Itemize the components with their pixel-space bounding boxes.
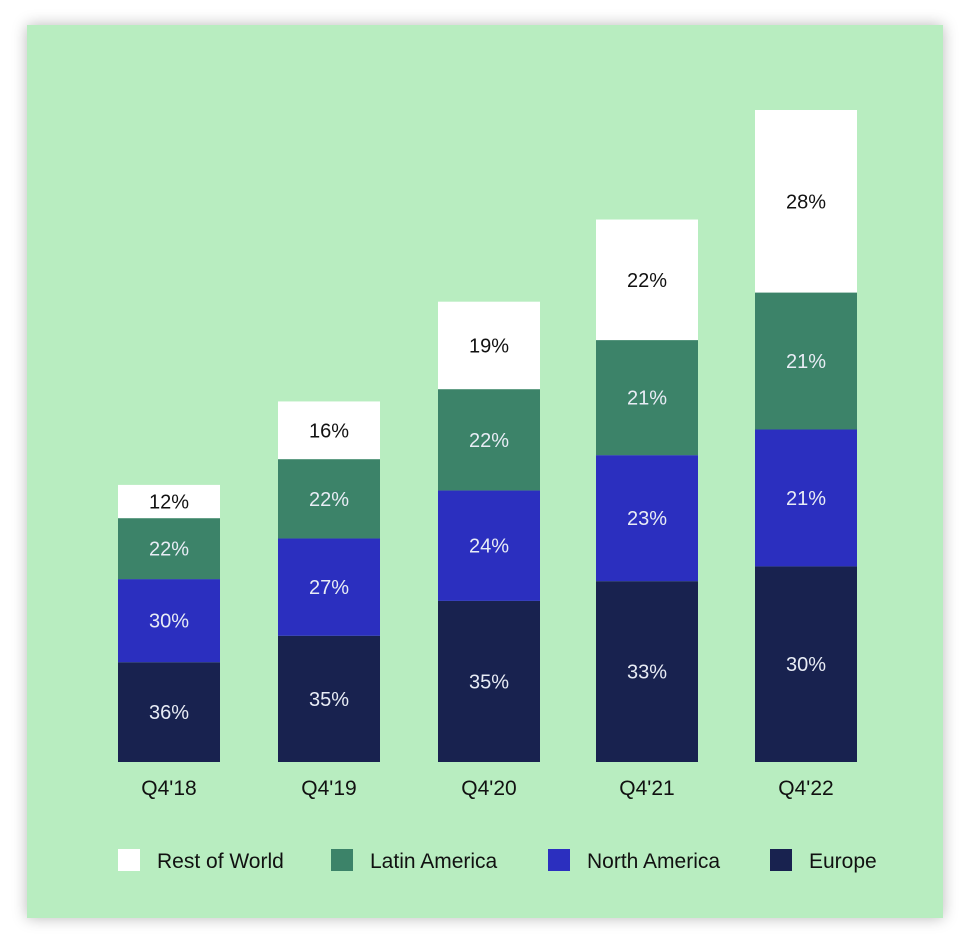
bar-segment-north-america-4 [755,429,857,567]
bar-segment-north-america-1 [278,538,380,636]
data-label-north-america-1: 27% [309,577,349,599]
data-label-north-america-4: 21% [786,488,826,510]
bar-segment-north-america-2 [438,490,540,601]
data-label-rest-of-world-4: 28% [786,191,826,213]
bar-segment-latin-america-0 [118,518,220,580]
legend-label-rest-of-world: Rest of World [157,850,284,873]
data-label-north-america-0: 30% [149,611,189,633]
bar-segment-europe-2 [438,600,540,762]
legend-label-europe: Europe [809,850,877,873]
data-label-north-america-3: 23% [627,508,667,530]
bar-segment-north-america-3 [596,455,698,582]
data-label-latin-america-0: 22% [149,539,189,561]
bar-segment-rest-of-world-4 [755,110,857,293]
legend-swatch-europe [770,849,792,871]
legend-label-north-america: North America [587,850,720,873]
x-axis-ticks: Q4'18 Q4'19 Q4'20 Q4'21 Q4'22 [141,777,833,800]
bar-segment-latin-america-4 [755,292,857,430]
data-label-europe-1: 35% [309,689,349,711]
bar-segment-europe-0 [118,662,220,762]
data-label-latin-america-2: 22% [469,430,509,452]
bar-segment-europe-4 [755,566,857,762]
data-label-europe-2: 35% [469,671,509,693]
bar-segment-europe-3 [596,581,698,762]
bar-segment-rest-of-world-3 [596,219,698,341]
bar-segment-latin-america-1 [278,459,380,539]
bar-segment-latin-america-2 [438,389,540,491]
data-label-rest-of-world-3: 22% [627,270,667,292]
data-label-rest-of-world-2: 19% [469,335,509,357]
bar-segment-latin-america-3 [596,340,698,456]
x-tick-label-2: Q4'20 [461,777,516,800]
data-label-latin-america-3: 21% [627,388,667,410]
legend-swatch-north-america [548,849,570,871]
chart-card: 36% 30% 22% 12% 35% 27% 22% 16% 35% 24% 22% 19% 33% 2… [27,25,943,918]
data-label-north-america-2: 24% [469,536,509,558]
bar-segment-rest-of-world-2 [438,301,540,390]
x-tick-label-1: Q4'19 [301,777,356,800]
legend: Rest of World Latin America North America E… [118,849,877,873]
legend-swatch-latin-america [331,849,353,871]
stacked-bar-chart: 36% 30% 22% 12% 35% 27% 22% 16% 35% 24% 22% 19% 33% 2… [27,25,943,918]
x-tick-label-4: Q4'22 [778,777,833,800]
data-label-rest-of-world-0: 12% [149,492,189,514]
data-label-europe-3: 33% [627,662,667,684]
data-label-latin-america-1: 22% [309,489,349,511]
data-label-europe-0: 36% [149,702,189,724]
data-label-europe-4: 30% [786,654,826,676]
bar-segment-europe-1 [278,635,380,762]
bar-segment-rest-of-world-0 [118,484,220,519]
legend-label-latin-america: Latin America [370,850,498,873]
bar-segment-north-america-0 [118,579,220,663]
x-tick-label-3: Q4'21 [619,777,674,800]
data-label-latin-america-4: 21% [786,351,826,373]
x-tick-label-0: Q4'18 [141,777,196,800]
data-label-rest-of-world-1: 16% [309,420,349,442]
bar-segment-rest-of-world-1 [278,401,380,460]
legend-swatch-rest-of-world [118,849,140,871]
bars-group: 36% 30% 22% 12% 35% 27% 22% 16% 35% 24% 22% 19% 33% 2… [118,110,857,762]
